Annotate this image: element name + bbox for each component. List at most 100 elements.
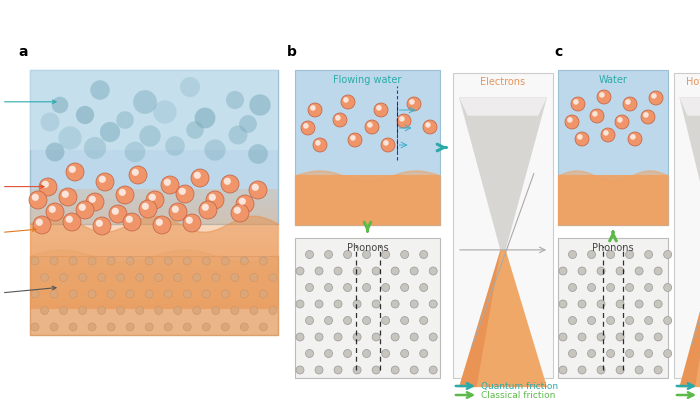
Circle shape [568,284,577,292]
Circle shape [164,323,172,331]
Circle shape [597,366,605,374]
Circle shape [374,103,388,117]
Circle shape [155,219,163,226]
Circle shape [301,121,315,135]
Circle shape [139,125,161,147]
Circle shape [60,274,67,282]
Circle shape [226,91,244,109]
Circle shape [587,250,596,258]
Circle shape [183,323,191,331]
Circle shape [630,134,636,140]
Circle shape [344,284,351,292]
Circle shape [578,333,586,341]
Circle shape [90,80,110,100]
Text: Phonons: Phonons [346,243,389,253]
Circle shape [607,250,615,258]
Circle shape [155,306,162,314]
Circle shape [296,267,304,275]
Circle shape [176,185,194,203]
Bar [30,266,278,270]
Circle shape [420,316,428,324]
Circle shape [410,366,418,374]
Circle shape [559,300,567,308]
Bar [30,228,278,232]
Circle shape [559,333,567,341]
Circle shape [664,284,672,292]
Circle shape [212,306,220,314]
Circle shape [221,257,230,265]
Circle shape [571,97,585,111]
Circle shape [616,267,624,275]
Circle shape [39,178,57,196]
Circle shape [372,333,380,341]
Circle shape [89,196,96,203]
Polygon shape [459,97,547,116]
Text: Quantum friction: Quantum friction [481,382,558,390]
Circle shape [335,115,341,121]
Circle shape [617,117,623,123]
Circle shape [29,191,47,209]
Circle shape [234,207,241,214]
Circle shape [626,250,634,258]
Circle shape [117,306,125,314]
Circle shape [315,300,323,308]
Circle shape [93,217,111,235]
Circle shape [183,214,201,232]
Circle shape [145,323,153,331]
Circle shape [136,306,144,314]
Circle shape [382,316,390,324]
Circle shape [228,126,248,144]
Circle shape [607,350,615,358]
Circle shape [651,93,657,99]
Circle shape [96,220,103,227]
Circle shape [59,188,77,206]
Circle shape [578,267,586,275]
Circle shape [372,366,380,374]
Circle shape [410,267,418,275]
Circle shape [305,284,314,292]
Circle shape [164,290,172,298]
Circle shape [165,136,185,156]
Circle shape [133,90,157,114]
Circle shape [249,94,271,116]
Circle shape [100,122,120,142]
Circle shape [607,316,615,324]
Circle shape [50,290,58,298]
Circle shape [429,366,438,374]
Circle shape [343,97,349,103]
Circle shape [599,92,605,98]
Circle shape [231,204,249,222]
Circle shape [303,123,309,129]
Circle shape [325,250,332,258]
Circle shape [325,284,332,292]
Circle shape [240,290,248,298]
Bar [30,242,278,246]
Circle shape [367,122,372,128]
Circle shape [183,290,191,298]
Bar [30,199,278,204]
Circle shape [641,110,655,124]
Circle shape [383,140,389,146]
Text: Hot electrons: Hot electrons [687,77,700,87]
Circle shape [99,176,106,183]
Circle shape [567,117,573,123]
Circle shape [664,350,672,358]
Circle shape [382,350,390,358]
Circle shape [363,316,370,324]
Circle shape [186,121,204,139]
Circle shape [202,290,210,298]
Bar [30,223,278,228]
Circle shape [119,189,126,196]
Circle shape [645,284,652,292]
Circle shape [382,284,390,292]
Circle shape [145,257,153,265]
Circle shape [645,350,652,358]
Circle shape [391,366,399,374]
Circle shape [193,306,201,314]
Circle shape [112,208,119,215]
Circle shape [568,350,577,358]
Circle shape [153,216,171,234]
Circle shape [420,250,428,258]
Circle shape [372,300,380,308]
Circle shape [353,300,361,308]
